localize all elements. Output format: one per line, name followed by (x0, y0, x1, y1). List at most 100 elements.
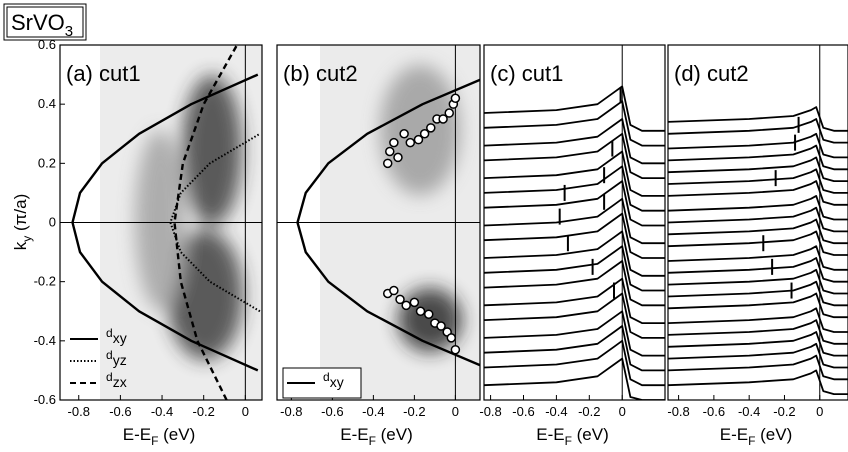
data-point (409, 297, 420, 308)
x-tick-label: -0.4 (545, 404, 567, 419)
data-point (401, 300, 411, 311)
curve (484, 150, 665, 197)
y-tick-label: -0.4 (34, 333, 56, 348)
plot-area (484, 45, 665, 400)
x-label-part: F (369, 434, 376, 448)
x-axis-label: E-EF (eV) (536, 425, 609, 448)
y-label-part: k (11, 241, 30, 250)
y-tick-label: 0.4 (38, 96, 56, 111)
y-tick-label: -0.6 (34, 392, 56, 407)
x-tick-label: -0.4 (151, 404, 173, 419)
curve (484, 197, 665, 245)
curve (668, 354, 848, 381)
x-label-part: F (151, 434, 158, 448)
curve (668, 118, 848, 144)
data-point (438, 114, 448, 124)
panel-frame (276, 44, 481, 401)
curve (668, 319, 848, 345)
curve (668, 106, 848, 132)
data-point (415, 306, 426, 316)
curve (484, 339, 665, 387)
x-label-part: E-E (123, 425, 151, 444)
x-tick-label: -0.6 (703, 404, 725, 419)
data-point (389, 285, 399, 296)
panel-label: (a) cut1 (66, 61, 141, 86)
data-point (436, 321, 446, 331)
legend-label: dxy (106, 326, 127, 346)
data-point (395, 294, 405, 305)
legend-subscript: xy (113, 330, 127, 346)
curve (668, 245, 848, 271)
curve (484, 180, 665, 227)
x-tick-label: 0 (452, 404, 459, 419)
curve (668, 206, 848, 233)
x-label-part: F (748, 434, 755, 448)
figure-title: SrVO3 (11, 10, 73, 40)
y-label-part: (π/a) (11, 194, 30, 236)
legend-text: d (323, 370, 330, 384)
data-point (450, 344, 461, 355)
curve (668, 168, 848, 194)
curve (668, 218, 848, 245)
curve (484, 100, 665, 147)
curve (484, 277, 665, 324)
curve (484, 245, 665, 292)
x-tick-label: -0.4 (362, 404, 384, 419)
curve (296, 78, 480, 367)
x-tick-label: -0.2 (192, 404, 214, 419)
data-point (405, 137, 416, 148)
x-tick-label: -0.8 (68, 404, 90, 419)
curve (668, 257, 848, 283)
x-label-part: F (565, 434, 572, 448)
curve (484, 310, 665, 357)
x-tick-label: 0 (242, 404, 249, 419)
panel-frame (667, 44, 848, 401)
curve (484, 357, 665, 400)
curve (668, 156, 848, 182)
legend-label: dzx (106, 370, 127, 390)
plot-area (277, 45, 480, 400)
x-axis-label: E-EF (eV) (720, 425, 793, 448)
y-label-part: y (20, 236, 34, 242)
title-text: SrVO (11, 10, 65, 35)
panel-label: (b) cut2 (283, 61, 358, 86)
curve (668, 292, 848, 319)
x-tick-label: -0.2 (578, 404, 600, 419)
x-tick-label: 0 (816, 404, 823, 419)
x-label-part: E-E (536, 425, 564, 444)
y-tick-label: 0 (49, 215, 56, 230)
data-point (419, 129, 430, 139)
curve (668, 144, 848, 171)
curve (484, 292, 665, 339)
legend-subscript: xy (330, 374, 344, 390)
x-label-part: E-E (720, 425, 748, 444)
x-label-part: (eV) (158, 425, 195, 444)
x-label-part: (eV) (572, 425, 609, 444)
data-point (385, 146, 395, 157)
panel-label: (c) cut1 (490, 61, 563, 86)
x-axis-label: E-EF (eV) (340, 425, 413, 448)
x-tick-label: -0.8 (280, 404, 302, 419)
plot-area (668, 45, 848, 400)
curve (668, 180, 848, 206)
y-axis-label: ky (π/a) (11, 194, 34, 250)
legend-subscript: zx (113, 374, 127, 390)
legend-subscript: yz (113, 352, 127, 368)
x-tick-label: -0.6 (512, 404, 534, 419)
legend-label: dyz (106, 348, 127, 368)
legend-text: d (106, 326, 113, 340)
curve (668, 268, 848, 295)
title-box (6, 6, 84, 38)
y-tick-label: -0.2 (34, 274, 56, 289)
curve (169, 132, 261, 313)
legend-label: dxy (323, 370, 344, 390)
data-point (423, 309, 434, 319)
curve (668, 369, 848, 395)
curve (484, 165, 665, 212)
x-tick-label: -0.6 (109, 404, 131, 419)
data-point (389, 137, 399, 148)
curve (484, 325, 665, 372)
x-label-part: (eV) (755, 425, 792, 444)
